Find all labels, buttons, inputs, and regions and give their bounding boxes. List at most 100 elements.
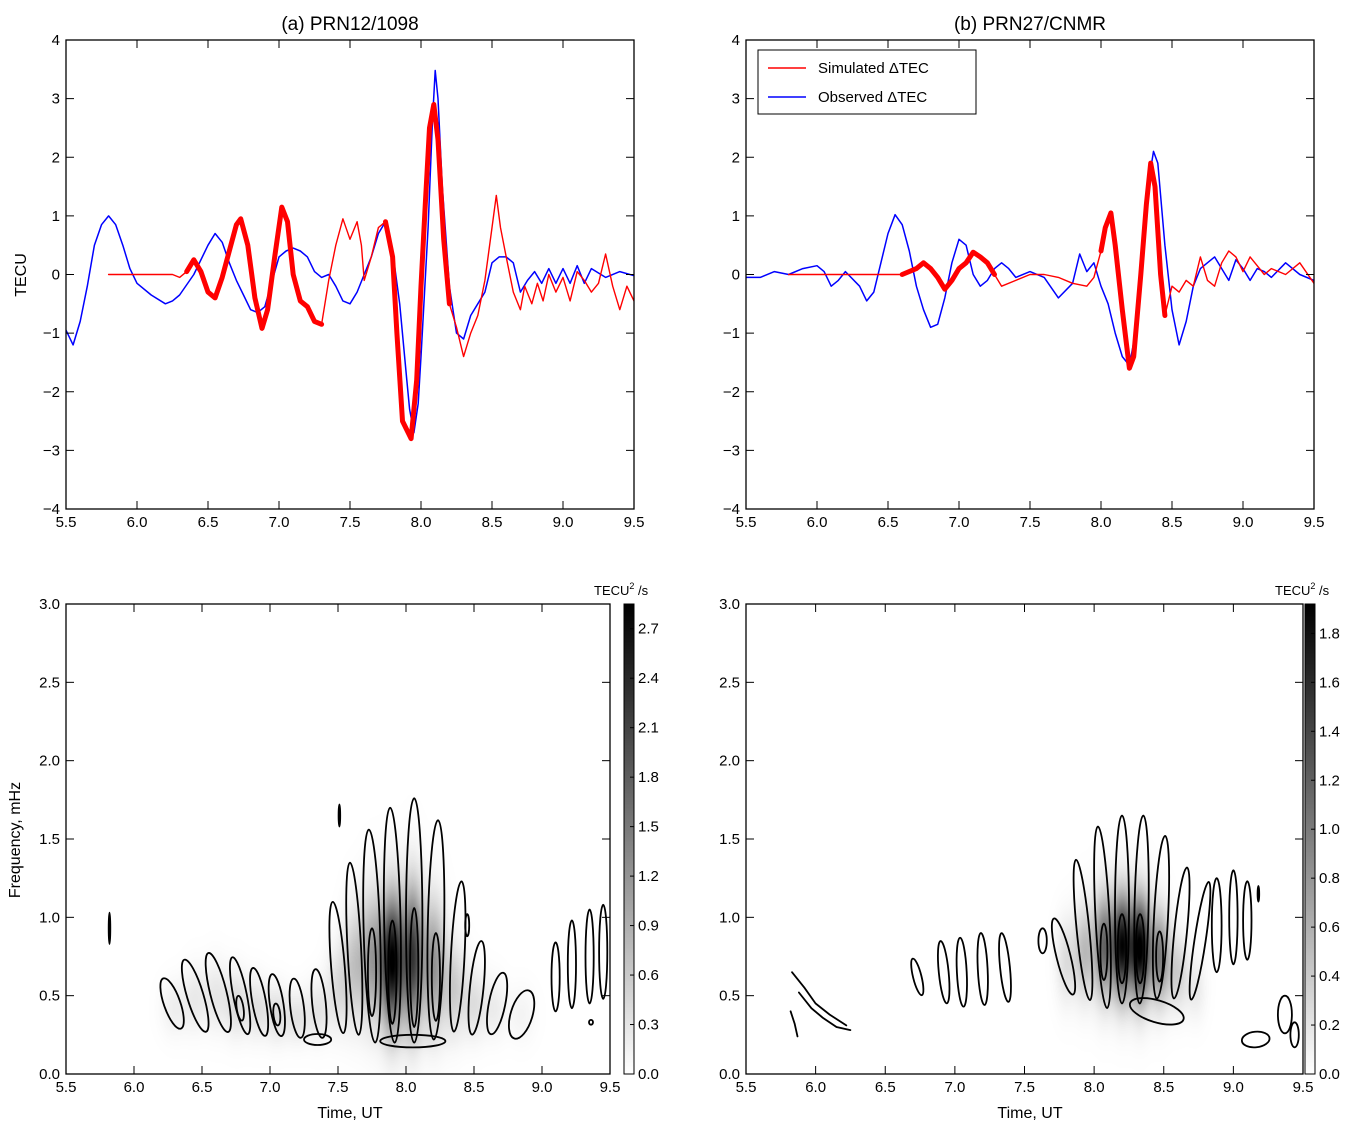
colorbar-tick-label: 0.4 — [1319, 968, 1340, 985]
x-tick-label: 6.5 — [875, 1079, 896, 1096]
panel-a-colorbar-unit: TECU2 /s — [594, 581, 649, 598]
y-tick-label: 1 — [732, 208, 740, 225]
contour-ring — [1050, 917, 1077, 996]
panel-a-colorbar: 0.0 0.3 0.6 0.9 1.2 1.5 1.8 2.1 2.4 2.7 TECU2 /s — [594, 581, 659, 1083]
x-tick-label: 7.0 — [944, 1079, 965, 1096]
y-tick-label: 3.0 — [39, 596, 60, 613]
contour-ring — [955, 936, 968, 1008]
y-tick-label: 3.0 — [719, 596, 740, 613]
contour-ring — [1114, 814, 1130, 1005]
contour-ring — [1242, 880, 1253, 961]
contour-ring — [159, 977, 185, 1030]
panel-a-series-group — [66, 69, 634, 442]
y-tick-label: 4 — [732, 32, 740, 49]
y-tick-label: 1.5 — [39, 831, 60, 848]
x-tick-label: 9.5 — [600, 1079, 621, 1096]
x-tick-label: 8.5 — [1153, 1079, 1174, 1096]
panel-a-top-ticks: 5.5 6.0 6.5 7.0 7.5 8.0 8.5 9.0 9.5 −4 −3 −2 −1 0 1 2 3 4 — [43, 32, 645, 531]
colorbar-tick-label: 0.0 — [638, 1066, 659, 1083]
panel-b-colorbar-ticks: 0.0 0.2 0.4 0.6 0.8 1.0 1.2 1.4 1.6 1.8 — [1311, 625, 1340, 1083]
x-tick-label: 9.0 — [1223, 1079, 1244, 1096]
y-tick-label: 3 — [52, 91, 60, 108]
contour-ring — [272, 1002, 282, 1027]
x-tick-label: 7.5 — [1020, 514, 1041, 531]
y-tick-label: −1 — [43, 325, 60, 342]
x-tick-label: 8.0 — [1091, 514, 1112, 531]
panel-b-colorbar-unit-tail: /s — [1315, 583, 1329, 598]
contour-ring — [584, 908, 595, 1005]
y-tick-label: 1 — [52, 208, 60, 225]
contour-ring — [910, 957, 925, 997]
x-tick-label: 6.0 — [805, 1079, 826, 1096]
panel-b-title: (b) PRN27/CNMR — [954, 14, 1106, 35]
colorbar-tick-label: 2.4 — [638, 670, 659, 687]
contour-ring — [288, 977, 306, 1039]
contour-ring — [508, 989, 536, 1040]
panel-b-heat-image — [746, 604, 1303, 1074]
y-tick-label: 2.0 — [719, 753, 740, 770]
legend-label-observed: Observed ΔTEC — [818, 89, 927, 106]
contour-ring — [976, 932, 989, 1006]
series-line-2 — [184, 204, 325, 331]
contour-ring — [249, 967, 270, 1037]
contour-ring — [1135, 913, 1146, 985]
x-tick-label: 8.5 — [464, 1079, 485, 1096]
contour-ring — [379, 1033, 447, 1049]
panel-b-colorbar-unit-main: TECU — [1275, 583, 1310, 598]
y-tick-label: 2.5 — [39, 674, 60, 691]
contour-ring — [1228, 869, 1239, 966]
colorbar-tick-label: 1.8 — [638, 769, 659, 786]
y-tick-label: −2 — [43, 384, 60, 401]
x-tick-label: 8.0 — [1084, 1079, 1105, 1096]
y-tick-label: 0.0 — [39, 1066, 60, 1083]
x-tick-label: 8.0 — [396, 1079, 417, 1096]
colorbar-tick-label: 0.9 — [638, 918, 659, 935]
y-tick-label: −4 — [43, 501, 60, 518]
contour-ring — [464, 913, 471, 938]
contour-ring — [1170, 866, 1191, 1000]
contour-ring — [1151, 835, 1171, 1000]
contour-ring — [998, 932, 1012, 1003]
contour-ring — [107, 911, 112, 945]
colorbar-tick-label: 1.2 — [638, 868, 659, 885]
contour-ring — [1133, 814, 1150, 1005]
contour-ring — [382, 806, 402, 1044]
y-tick-label: 0 — [52, 267, 60, 284]
colorbar-tick-label: 2.7 — [638, 621, 659, 638]
x-tick-label: 9.5 — [1304, 514, 1325, 531]
contour-ring — [449, 880, 467, 1033]
contour-ring — [180, 958, 210, 1033]
contour-ring — [1256, 885, 1261, 903]
panel-b-bottom-ticks: 5.5 6.0 6.5 7.0 7.5 8.0 8.5 9.0 9.5 0.0 0.5 1.0 1.5 2… — [719, 596, 1313, 1096]
x-tick-label: 6.0 — [127, 514, 148, 531]
y-tick-label: 0.5 — [719, 988, 740, 1005]
contour-ring — [345, 861, 364, 1036]
y-tick-label: 2.0 — [39, 753, 60, 770]
x-tick-label: 9.0 — [1233, 514, 1254, 531]
colorbar-tick-label: 0.2 — [1319, 1017, 1340, 1034]
panel-a-bottom-xlabel: Time, UT — [317, 1105, 382, 1122]
colorbar-tick-label: 1.2 — [1319, 772, 1340, 789]
panel-a-colorbar-bar — [623, 603, 635, 1075]
contour-ring — [235, 994, 245, 1022]
panel-a-title: (a) PRN12/1098 — [281, 14, 418, 35]
x-tick-label: 6.0 — [124, 1079, 145, 1096]
colorbar-tick-label: 1.0 — [1319, 821, 1340, 838]
contour-ring — [430, 932, 441, 1022]
contour-ring — [310, 968, 328, 1039]
contour-ring — [1277, 994, 1293, 1035]
panel-b-colorbar-bar — [1304, 603, 1316, 1075]
y-tick-label: 3 — [732, 91, 740, 108]
x-tick-label: 9.0 — [532, 1079, 553, 1096]
contour-ring — [267, 973, 286, 1037]
contour-stroke — [791, 971, 848, 1027]
y-tick-label: −3 — [43, 442, 60, 459]
panel-a-bottom: Frequency, mHz Time, UT 5.5 6.0 6.5 7.0 7.5 8… — [7, 581, 659, 1122]
contour-ring — [588, 1018, 594, 1026]
x-tick-label: 7.0 — [949, 514, 970, 531]
panel-a-colorbar-unit-tail: /s — [634, 583, 648, 598]
x-tick-label: 9.5 — [624, 514, 645, 531]
x-tick-label: 8.0 — [411, 514, 432, 531]
y-tick-label: 2.5 — [719, 674, 740, 691]
contour-ring — [229, 956, 252, 1036]
